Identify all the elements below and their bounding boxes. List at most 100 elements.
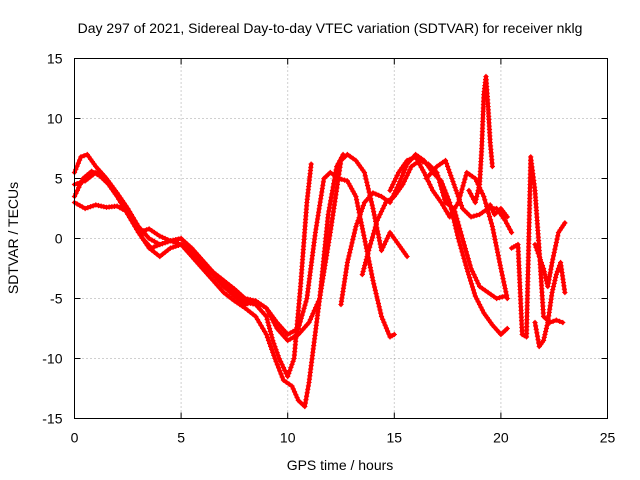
data-point-marker — [363, 242, 369, 248]
data-point-marker — [361, 265, 367, 272]
data-point-marker — [441, 196, 448, 202]
data-point-marker — [226, 282, 232, 288]
data-point-marker — [218, 275, 224, 281]
data-point-marker — [384, 235, 390, 242]
data-point-marker — [267, 328, 273, 335]
data-point-marker — [353, 197, 360, 203]
data-point-marker — [315, 298, 321, 305]
data-point-marker — [393, 175, 399, 182]
data-point-marker — [162, 249, 168, 255]
data-point-marker — [250, 299, 256, 305]
data-point-marker — [552, 246, 558, 252]
data-point-marker — [352, 227, 358, 233]
data-point-marker — [221, 289, 227, 296]
data-point-marker — [533, 326, 539, 332]
data-point-marker — [266, 340, 273, 347]
data-point-marker — [404, 253, 410, 260]
data-point-marker — [143, 227, 150, 233]
data-point-marker — [485, 210, 492, 216]
data-point-marker — [475, 299, 481, 305]
data-point-marker — [386, 197, 392, 204]
data-point-marker — [258, 301, 264, 308]
data-point-marker — [371, 227, 378, 234]
data-point-marker — [370, 231, 377, 237]
data-point-marker — [325, 211, 331, 218]
data-point-marker — [159, 234, 166, 240]
data-point-marker — [149, 228, 155, 234]
data-point-marker — [310, 310, 316, 317]
data-point-marker — [167, 238, 174, 244]
data-point-marker — [263, 331, 269, 338]
data-point-marker — [223, 280, 230, 286]
data-point-marker — [250, 311, 256, 317]
data-point-marker — [146, 235, 152, 242]
data-point-marker — [126, 212, 132, 218]
data-point-marker — [464, 252, 470, 258]
data-point-marker — [178, 241, 184, 248]
data-point-marker — [532, 319, 538, 326]
data-point-marker — [454, 215, 460, 222]
data-point-marker — [289, 383, 295, 389]
series-track-12 — [532, 259, 568, 350]
data-point-marker — [288, 364, 294, 371]
data-point-marker — [542, 331, 548, 338]
data-point-marker — [262, 328, 268, 335]
data-point-marker — [77, 180, 83, 186]
data-point-marker — [388, 195, 395, 202]
data-point-marker — [359, 222, 365, 229]
data-point-marker — [503, 292, 510, 298]
axis-ticks: 0 5 10 15 20 25 -15 -10 -5 0 5 10 15 — [42, 51, 615, 446]
data-point-marker — [398, 176, 404, 182]
data-point-marker — [345, 256, 351, 262]
data-point-marker — [504, 220, 510, 227]
data-point-marker — [537, 256, 543, 263]
data-point-marker — [362, 262, 368, 269]
data-point-marker — [402, 167, 408, 173]
data-point-marker — [472, 199, 478, 206]
data-point-marker — [446, 166, 452, 173]
data-point-marker — [299, 312, 305, 318]
data-point-marker — [302, 302, 308, 308]
data-point-marker — [371, 284, 378, 290]
data-point-marker — [476, 184, 482, 191]
data-point-marker — [465, 255, 471, 262]
data-point-marker — [404, 172, 410, 179]
data-point-marker — [287, 367, 293, 374]
data-point-marker — [283, 379, 289, 385]
data-point-marker — [492, 236, 498, 243]
data-point-marker — [457, 225, 463, 232]
data-point-marker — [448, 211, 455, 217]
data-point-marker — [380, 244, 386, 251]
data-point-marker — [359, 271, 365, 278]
data-point-marker — [302, 403, 308, 410]
data-point-marker — [442, 157, 449, 164]
data-point-marker — [532, 241, 538, 248]
data-point-marker — [125, 209, 131, 215]
data-point-marker — [280, 377, 287, 383]
data-point-marker — [386, 232, 392, 239]
data-point-marker — [347, 153, 353, 160]
data-point-marker — [271, 352, 277, 359]
data-point-marker — [245, 301, 251, 307]
data-point-marker — [90, 172, 96, 178]
x-tick-label: 25 — [600, 430, 616, 446]
data-point-marker — [154, 243, 160, 249]
data-point-marker — [553, 243, 559, 249]
y-tick-label: 15 — [47, 51, 63, 67]
data-point-marker — [327, 169, 333, 176]
data-point-marker — [504, 295, 510, 302]
data-point-marker — [534, 333, 541, 339]
data-point-marker — [380, 316, 386, 323]
data-point-marker — [372, 287, 378, 293]
data-point-marker — [269, 346, 275, 353]
data-point-marker — [287, 330, 293, 336]
data-point-marker — [467, 171, 473, 178]
data-point-marker — [493, 243, 499, 249]
data-point-marker — [540, 265, 547, 272]
data-point-marker — [279, 374, 285, 380]
data-point-marker — [271, 320, 277, 326]
data-point-marker — [382, 322, 388, 328]
series-trace — [72, 170, 397, 339]
data-point-marker — [548, 263, 555, 269]
data-point-marker — [263, 305, 269, 311]
